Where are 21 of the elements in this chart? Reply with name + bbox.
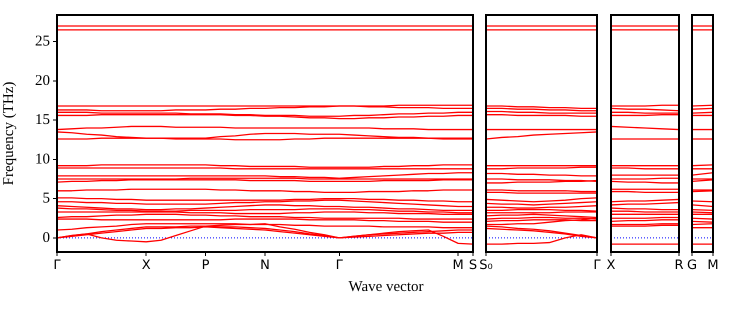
y-tick-label: 5 bbox=[42, 190, 50, 207]
y-axis-title: Frequency (THz) bbox=[0, 82, 17, 186]
y-tick-label: 20 bbox=[35, 72, 50, 89]
x-tick-label: X bbox=[142, 258, 151, 274]
x-tick-label: G bbox=[686, 258, 698, 274]
x-axis-title: Wave vector bbox=[348, 279, 424, 296]
y-tick-label: 0 bbox=[42, 230, 50, 246]
y-tick-label: 10 bbox=[35, 151, 50, 168]
x-tick-label: Γ bbox=[336, 258, 344, 274]
x-tick-label: X bbox=[606, 258, 616, 274]
x-tick-label: Γ bbox=[593, 258, 602, 274]
x-tick-label: M bbox=[707, 258, 719, 274]
x-tick-label: S₀ bbox=[479, 258, 493, 274]
x-tick-label: Γ bbox=[53, 258, 62, 274]
x-tick-label: M bbox=[452, 258, 464, 274]
y-tick-label: 25 bbox=[35, 34, 50, 50]
x-tick-label: N bbox=[260, 258, 270, 274]
x-tick-label: S bbox=[468, 258, 478, 274]
y-tick-label: 15 bbox=[35, 112, 50, 128]
x-tick-label: R bbox=[674, 258, 684, 274]
x-tick-label: P bbox=[202, 258, 210, 274]
